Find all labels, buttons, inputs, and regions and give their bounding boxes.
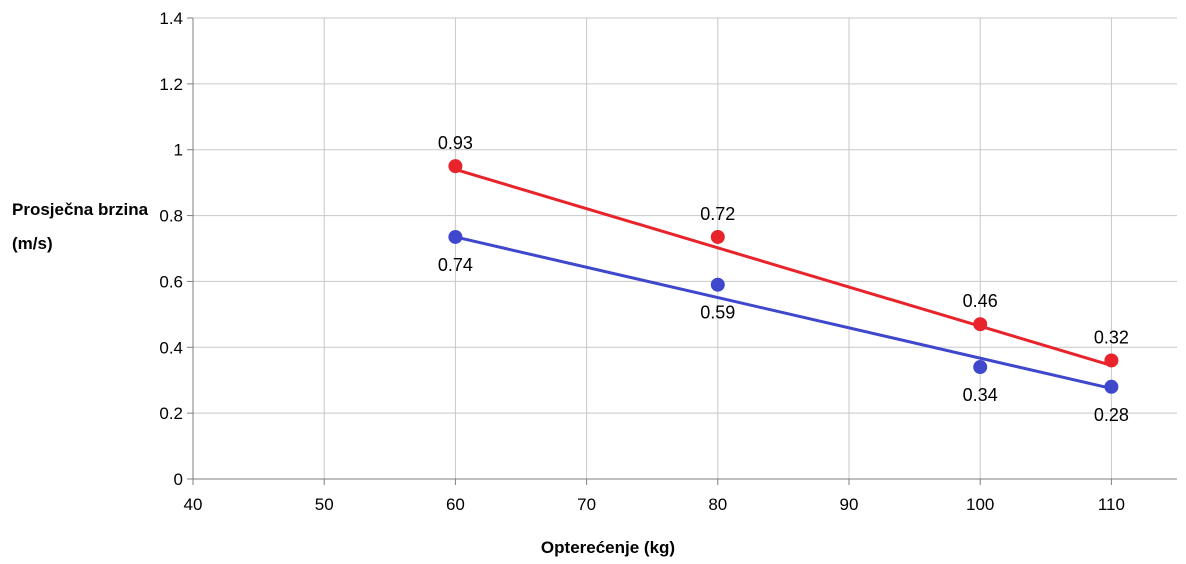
series-2: 0.74 0.59 0.34 0.28: [438, 229, 1129, 425]
x-tick-label: 80: [708, 495, 727, 514]
data-label: 0.74: [438, 255, 473, 275]
x-tick-label: 110: [1098, 495, 1125, 514]
y-tick-label: 1.2: [159, 75, 183, 94]
data-point: [1104, 379, 1119, 394]
tick-labels: 0 0.2 0.4 0.6 0.8 1 1.2 1.4 40 50 60 70 80 90 100 110: [159, 9, 1125, 514]
x-tick-label: 100: [966, 495, 994, 514]
y-tick-label: 0.4: [159, 338, 183, 357]
axes: [187, 17, 1177, 485]
trendline: [455, 235, 1112, 390]
y-tick-label: 1: [174, 141, 183, 160]
y-tick-label: 0.8: [159, 207, 183, 226]
data-label: 0.59: [700, 303, 735, 323]
data-point: [448, 159, 463, 174]
y-tick-label: 0.6: [159, 272, 183, 291]
data-label: 0.28: [1094, 405, 1129, 425]
y-tick-label: 1.4: [159, 9, 183, 28]
series: 0.93 0.72 0.46 0.32 0.74 0.59 0.34 0.28: [438, 133, 1129, 425]
data-point: [710, 229, 725, 244]
x-tick-label: 40: [184, 495, 203, 514]
data-label: 0.93: [438, 133, 473, 153]
grid: [193, 17, 1177, 479]
data-point: [448, 229, 463, 244]
y-axis-label: Prosječna brzina (m/s): [12, 200, 149, 253]
data-label: 0.34: [963, 385, 998, 405]
y-tick-label: 0: [174, 470, 183, 489]
data-label: 0.32: [1094, 327, 1129, 347]
data-point: [710, 277, 725, 292]
x-tick-label: 50: [315, 495, 334, 514]
data-label: 0.72: [700, 204, 735, 224]
trendline: [454, 168, 1112, 367]
y-tick-label: 0.2: [159, 404, 183, 423]
x-tick-label: 70: [577, 495, 596, 514]
x-axis-label: Opterećenje (kg): [540, 538, 676, 557]
data-point: [973, 360, 988, 375]
x-tick-label: 60: [446, 495, 465, 514]
x-tick-label: 90: [840, 495, 859, 514]
data-point: [973, 317, 988, 332]
data-label: 0.46: [963, 291, 998, 311]
data-point: [1104, 353, 1119, 368]
series-1: 0.93 0.72 0.46 0.32: [438, 133, 1129, 368]
